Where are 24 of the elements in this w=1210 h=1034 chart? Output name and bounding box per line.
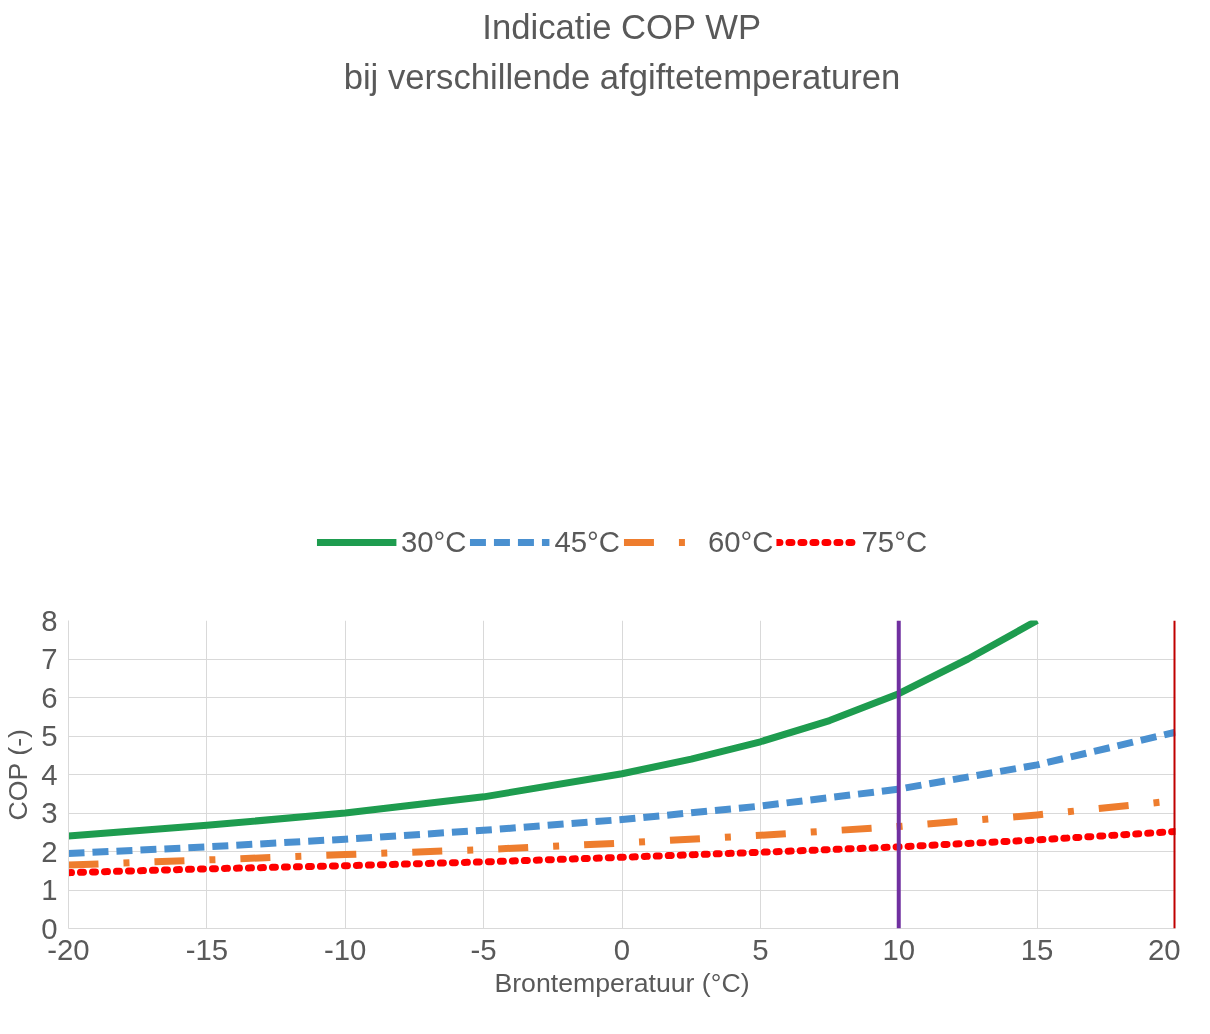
y-tick-label: 6 xyxy=(41,680,58,714)
y-tick-label: 8 xyxy=(41,603,58,637)
legend-label: 75°C xyxy=(861,525,928,560)
y-tick-label: 1 xyxy=(41,873,58,906)
y-tick-label: 4 xyxy=(41,757,58,791)
chart-subtitle: bij verschillende afgiftetemperaturen xyxy=(343,57,901,96)
legend-label: 45°C xyxy=(554,525,620,560)
x-tick-label: 0 xyxy=(613,932,631,966)
y-axis-title: COP (-) xyxy=(3,729,34,821)
x-tick-label: 5 xyxy=(752,932,769,966)
y-tick-label: 7 xyxy=(41,642,58,675)
x-tick-label: -15 xyxy=(185,932,229,966)
x-axis-title: Brontemperatuur (°C) xyxy=(494,967,750,998)
chart-title: Indicatie COP WP xyxy=(482,7,762,46)
y-tick-label: 3 xyxy=(41,796,58,829)
x-tick-label: -10 xyxy=(324,932,367,966)
y-tick-label: 2 xyxy=(41,834,58,868)
legend-label: 60°C xyxy=(708,525,774,560)
x-tick-label: 20 xyxy=(1147,932,1181,966)
x-tick-label: 10 xyxy=(882,932,916,966)
y-tick-label: 5 xyxy=(41,719,58,752)
x-tick-label: -5 xyxy=(470,932,497,966)
legend-label: 30°C xyxy=(400,525,467,560)
x-tick-label: 15 xyxy=(1020,932,1054,966)
